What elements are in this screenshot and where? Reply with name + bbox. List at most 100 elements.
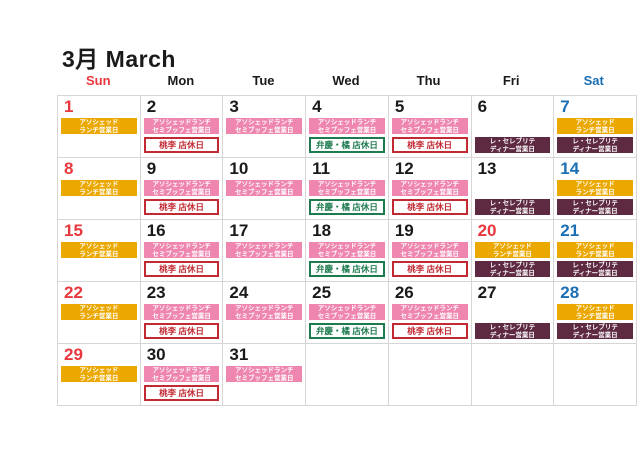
day-number: 7 [560, 97, 570, 116]
event-label-lunch: アソシェッド ランチ営業日 [557, 180, 633, 196]
event-label-dinner: レ・セレブリテ ディナー営業日 [557, 137, 633, 153]
calendar-grid: 1 アソシェッド ランチ営業日 2 アソシェッドランチ セミブッフェ営業日 桃李 店休日 3 ア… [57, 95, 637, 406]
event-label-touri: 桃李 店休日 [143, 199, 220, 215]
day-cell-5: 5 アソシェッドランチ セミブッフェ営業日 桃李 店休日 [388, 96, 471, 157]
day-cell-6: 6 レ・セレブリテ ディナー営業日 [471, 96, 554, 157]
event-label-touri: 桃李 店休日 [391, 199, 468, 215]
day-cell-8: 8 アソシェッド ランチ営業日 [58, 158, 140, 219]
event-label-semibuffet: アソシェッドランチ セミブッフェ営業日 [226, 304, 303, 320]
day-cell-12: 12 アソシェッドランチ セミブッフェ営業日 桃李 店休日 [388, 158, 471, 219]
day-cell-27: 27 レ・セレブリテ ディナー営業日 [471, 282, 554, 343]
day-cell-26: 26 アソシェッドランチ セミブッフェ営業日 桃李 店休日 [388, 282, 471, 343]
day-number: 28 [560, 283, 580, 302]
day-number: 30 [146, 345, 166, 364]
event-label-semibuffet: アソシェッドランチ セミブッフェ営業日 [143, 180, 220, 196]
day-number: 1 [64, 97, 74, 116]
day-number: 20 [477, 221, 497, 240]
day-cell-2: 2 アソシェッドランチ セミブッフェ営業日 桃李 店休日 [140, 96, 223, 157]
day-cell-4: 4 アソシェッドランチ セミブッフェ営業日 弁慶・橘 店休日 [306, 96, 388, 157]
event-label-benkei: 弁慶・橘 店休日 [309, 199, 385, 215]
event-label-benkei: 弁慶・橘 店休日 [309, 323, 385, 339]
event-label-dinner: レ・セレブリテ ディナー営業日 [474, 137, 551, 153]
day-number: 26 [394, 283, 414, 302]
day-number: 3 [229, 97, 239, 116]
event-label-semibuffet: アソシェッドランチ セミブッフェ営業日 [226, 242, 303, 258]
event-label-dinner: レ・セレブリテ ディナー営業日 [557, 261, 633, 277]
day-number: 6 [477, 97, 488, 116]
event-label-touri: 桃李 店休日 [143, 261, 220, 277]
day-cell-30: 30 アソシェッドランチ セミブッフェ営業日 桃李 店休日 [140, 344, 223, 405]
event-label-dinner: レ・セレブリテ ディナー営業日 [474, 261, 551, 277]
day-cell-18: 18 アソシェッドランチ セミブッフェ営業日 弁慶・橘 店休日 [306, 220, 388, 281]
event-label-dinner: レ・セレブリテ ディナー営業日 [474, 323, 551, 339]
event-label-lunch: アソシェッド ランチ営業日 [61, 304, 137, 320]
event-label-semibuffet: アソシェッドランチ セミブッフェ営業日 [309, 242, 385, 258]
event-label-touri: 桃李 店休日 [143, 385, 220, 401]
day-cell-21: 21 アソシェッド ランチ営業日 レ・セレブリテ ディナー営業日 [554, 220, 636, 281]
event-label-lunch: アソシェッド ランチ営業日 [474, 242, 551, 258]
event-label-touri: 桃李 店休日 [391, 261, 468, 277]
day-cell-17: 17 アソシェッドランチ セミブッフェ営業日 [223, 220, 306, 281]
day-number: 11 [312, 159, 331, 178]
day-number: 17 [229, 221, 249, 240]
event-label-semibuffet: アソシェッドランチ セミブッフェ営業日 [226, 366, 303, 382]
day-number: 27 [477, 283, 497, 302]
day-cell-9: 9 アソシェッドランチ セミブッフェ営業日 桃李 店休日 [140, 158, 223, 219]
weekday-tue: Tue [252, 73, 275, 88]
day-number: 10 [229, 159, 249, 178]
day-number: 29 [64, 345, 83, 364]
event-label-dinner: レ・セレブリテ ディナー営業日 [557, 323, 633, 339]
event-label-lunch: アソシェッド ランチ営業日 [557, 242, 633, 258]
day-cell-empty [306, 344, 388, 405]
event-label-benkei: 弁慶・橘 店休日 [309, 137, 385, 153]
weekday-mon: Mon [167, 73, 195, 88]
weekday-sat: Sat [583, 73, 604, 88]
day-number: 23 [146, 283, 166, 302]
day-cell-empty [388, 344, 471, 405]
event-label-semibuffet: アソシェッドランチ セミブッフェ営業日 [309, 118, 385, 134]
event-label-touri: 桃李 店休日 [143, 323, 220, 339]
day-number: 24 [229, 283, 249, 302]
day-cell-11: 11 アソシェッドランチ セミブッフェ営業日 弁慶・橘 店休日 [306, 158, 388, 219]
day-number: 14 [560, 159, 580, 178]
day-cell-29: 29 アソシェッド ランチ営業日 [58, 344, 140, 405]
event-label-semibuffet: アソシェッドランチ セミブッフェ営業日 [143, 118, 220, 134]
event-label-dinner: レ・セレブリテ ディナー営業日 [474, 199, 551, 215]
event-label-semibuffet: アソシェッドランチ セミブッフェ営業日 [309, 180, 385, 196]
day-cell-13: 13 レ・セレブリテ ディナー営業日 [471, 158, 554, 219]
day-cell-1: 1 アソシェッド ランチ営業日 [58, 96, 140, 157]
day-number: 22 [64, 283, 83, 302]
day-cell-15: 15 アソシェッド ランチ営業日 [58, 220, 140, 281]
weekday-header-row: Sun Mon Tue Wed Thu Fri Sat [57, 72, 635, 90]
day-number: 18 [312, 221, 332, 240]
event-label-semibuffet: アソシェッドランチ セミブッフェ営業日 [143, 242, 220, 258]
weekday-sun: Sun [86, 73, 111, 88]
weekday-wed: Wed [332, 73, 360, 88]
event-label-semibuffet: アソシェッドランチ セミブッフェ営業日 [226, 180, 303, 196]
event-label-lunch: アソシェッド ランチ営業日 [61, 242, 137, 258]
event-label-lunch: アソシェッド ランチ営業日 [61, 366, 137, 382]
event-label-touri: 桃李 店休日 [143, 137, 220, 153]
day-cell-28: 28 アソシェッド ランチ営業日 レ・セレブリテ ディナー営業日 [554, 282, 636, 343]
day-number: 2 [146, 97, 157, 116]
day-number: 25 [312, 283, 332, 302]
day-cell-empty [554, 344, 636, 405]
event-label-touri: 桃李 店休日 [391, 323, 468, 339]
event-label-lunch: アソシェッド ランチ営業日 [61, 180, 137, 196]
event-label-dinner: レ・セレブリテ ディナー営業日 [557, 199, 633, 215]
event-label-semibuffet: アソシェッドランチ セミブッフェ営業日 [391, 242, 468, 258]
day-number: 19 [394, 221, 414, 240]
event-label-semibuffet: アソシェッドランチ セミブッフェ営業日 [143, 304, 220, 320]
event-label-semibuffet: アソシェッドランチ セミブッフェ営業日 [391, 180, 468, 196]
event-label-semibuffet: アソシェッドランチ セミブッフェ営業日 [391, 118, 468, 134]
event-label-lunch: アソシェッド ランチ営業日 [61, 118, 137, 134]
event-label-benkei: 弁慶・橘 店休日 [309, 261, 385, 277]
day-number: 9 [146, 159, 157, 178]
day-cell-3: 3 アソシェッドランチ セミブッフェ営業日 [223, 96, 306, 157]
day-cell-14: 14 アソシェッド ランチ営業日 レ・セレブリテ ディナー営業日 [554, 158, 636, 219]
event-label-semibuffet: アソシェッドランチ セミブッフェ営業日 [309, 304, 385, 320]
weekday-thu: Thu [416, 73, 441, 88]
day-number: 5 [394, 97, 405, 116]
event-label-lunch: アソシェッド ランチ営業日 [557, 118, 633, 134]
day-cell-10: 10 アソシェッドランチ セミブッフェ営業日 [223, 158, 306, 219]
